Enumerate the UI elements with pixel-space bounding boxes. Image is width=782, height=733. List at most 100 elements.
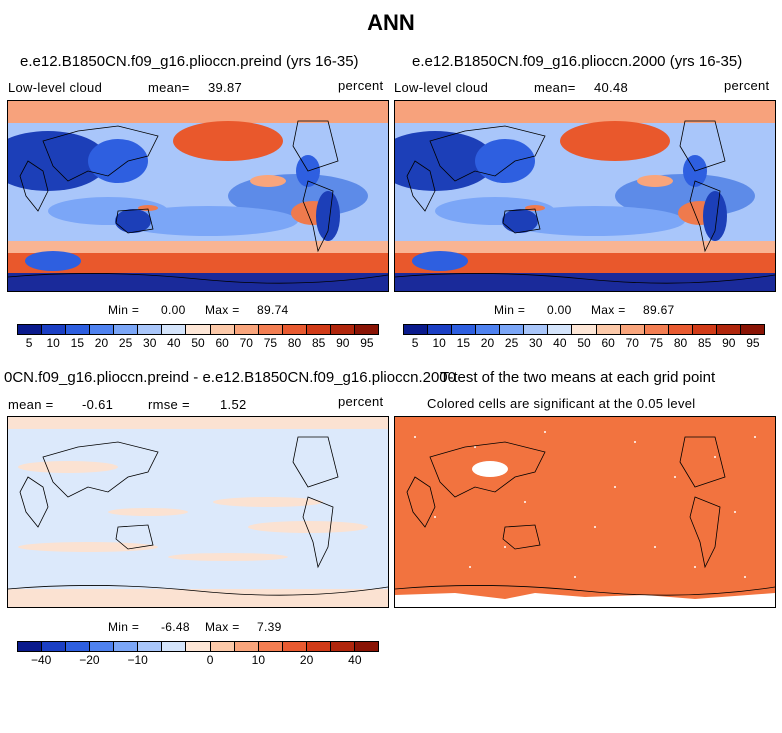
min-label: Min = — [108, 620, 140, 634]
colorbar-2000 — [403, 324, 765, 335]
colorbar-swatch — [258, 642, 283, 651]
colorbar-swatch — [306, 642, 331, 651]
colorbar-tick-label: 80 — [673, 336, 688, 350]
colorbar-swatch — [404, 325, 429, 334]
colorbar-tick-label: −20 — [79, 653, 100, 667]
colorbar-swatch — [306, 325, 331, 334]
units-label: percent — [338, 394, 384, 409]
panel-title-difference: 0CN.f09_g16.plioccn.preind - e.e12.B1850… — [4, 369, 456, 386]
colorbar-preind — [17, 324, 379, 335]
colorbar-swatch — [114, 642, 139, 651]
colorbar-swatch — [162, 325, 187, 334]
mean-label: mean= — [534, 80, 576, 95]
min-value: 0.00 — [161, 303, 186, 317]
map-difference — [7, 416, 389, 608]
colorbar-tick-label: 70 — [625, 336, 639, 350]
mean-value: 39.87 — [208, 80, 243, 95]
panel-title-ttest: T-test of the two means at each grid poi… — [440, 369, 716, 386]
map-preind — [7, 100, 389, 292]
colorbar-tick-label: 60 — [601, 336, 615, 350]
colorbar-swatch — [572, 325, 597, 334]
cloud-field-preind — [8, 101, 388, 291]
colorbar-swatch — [644, 325, 669, 334]
colorbar-tick-label: 50 — [191, 336, 205, 350]
max-label: Max = — [591, 303, 626, 317]
colorbar-tick-label: 90 — [722, 336, 736, 350]
colorbar-swatch — [66, 642, 91, 651]
colorbar-tick-label: 90 — [336, 336, 350, 350]
max-value: 7.39 — [257, 620, 282, 634]
cloud-field-2000 — [395, 101, 775, 291]
colorbar-difference — [17, 641, 379, 652]
colorbar-swatch — [114, 325, 139, 334]
ttest-field — [395, 417, 775, 607]
colorbar-swatch — [42, 642, 67, 651]
colorbar-swatch — [258, 325, 283, 334]
panel-title-preind: e.e12.B1850CN.f09_g16.plioccn.preind (yr… — [20, 53, 359, 70]
colorbar-tick-label: 10 — [46, 336, 60, 350]
max-label: Max = — [205, 303, 240, 317]
colorbar-tick-label: 80 — [287, 336, 302, 350]
colorbar-tick-label: 5 — [411, 336, 419, 350]
colorbar-swatch — [354, 642, 378, 651]
colorbar-swatch — [162, 642, 187, 651]
colorbar-tick-label: 30 — [143, 336, 157, 350]
colorbar-swatch — [234, 642, 259, 651]
colorbar-tick-label: 20 — [480, 336, 495, 350]
units-label: percent — [338, 78, 384, 93]
colorbar-swatch — [452, 325, 477, 334]
max-label: Max = — [205, 620, 240, 634]
min-value: 0.00 — [547, 303, 572, 317]
colorbar-tick-label: 15 — [70, 336, 85, 350]
colorbar-swatch — [740, 325, 764, 334]
variable-label: Low-level cloud — [394, 80, 489, 95]
colorbar-swatch — [428, 325, 453, 334]
colorbar-tick-label: 20 — [299, 653, 314, 667]
difference-field — [8, 417, 388, 607]
colorbar-swatch — [138, 325, 163, 334]
map-2000 — [394, 100, 776, 292]
colorbar-tick-label: −10 — [127, 653, 148, 667]
colorbar-tick-label: 95 — [360, 336, 374, 350]
panel-title-2000: e.e12.B1850CN.f09_g16.plioccn.2000 (yrs … — [412, 53, 743, 70]
rmse-value: 1.52 — [220, 397, 247, 412]
colorbar-swatch — [18, 325, 43, 334]
colorbar-swatch — [282, 325, 307, 334]
mean-value: -0.61 — [82, 397, 114, 412]
colorbar-tick-label: 25 — [118, 336, 133, 350]
colorbar-tick-label: 30 — [529, 336, 543, 350]
mean-label: mean= — [148, 80, 190, 95]
colorbar-swatch — [210, 325, 235, 334]
colorbar-swatch — [210, 642, 235, 651]
colorbar-swatch — [692, 325, 717, 334]
colorbar-tick-label: 20 — [94, 336, 109, 350]
colorbar-tick-label: 50 — [577, 336, 591, 350]
colorbar-tick-label: 60 — [215, 336, 229, 350]
colorbar-swatch — [524, 325, 549, 334]
colorbar-tick-label: 85 — [311, 336, 326, 350]
colorbar-swatch — [620, 325, 645, 334]
max-value: 89.74 — [257, 303, 289, 317]
units-label: percent — [724, 78, 770, 93]
colorbar-tick-label: 10 — [432, 336, 446, 350]
colorbar-tick-label: 10 — [251, 653, 266, 667]
max-value: 89.67 — [643, 303, 675, 317]
ttest-subtitle: Colored cells are significant at the 0.0… — [427, 396, 696, 411]
mean-value: 40.48 — [594, 80, 629, 95]
rmse-label: rmse = — [148, 397, 190, 412]
colorbar-swatch — [354, 325, 378, 334]
colorbar-swatch — [234, 325, 259, 334]
colorbar-tick-label: 5 — [25, 336, 33, 350]
colorbar-tick-label: 85 — [697, 336, 712, 350]
colorbar-tick-label: 15 — [456, 336, 471, 350]
variable-label: Low-level cloud — [8, 80, 103, 95]
colorbar-tick-label: −40 — [30, 653, 52, 667]
colorbar-tick-label: 75 — [649, 336, 664, 350]
colorbar-swatch — [596, 325, 621, 334]
colorbar-tick-label: 95 — [746, 336, 760, 350]
colorbar-swatch — [186, 325, 211, 334]
colorbar-swatch — [330, 325, 355, 334]
colorbar-tick-label: 70 — [239, 336, 253, 350]
colorbar-swatch — [668, 325, 693, 334]
colorbar-tick-label: 40 — [167, 336, 181, 350]
